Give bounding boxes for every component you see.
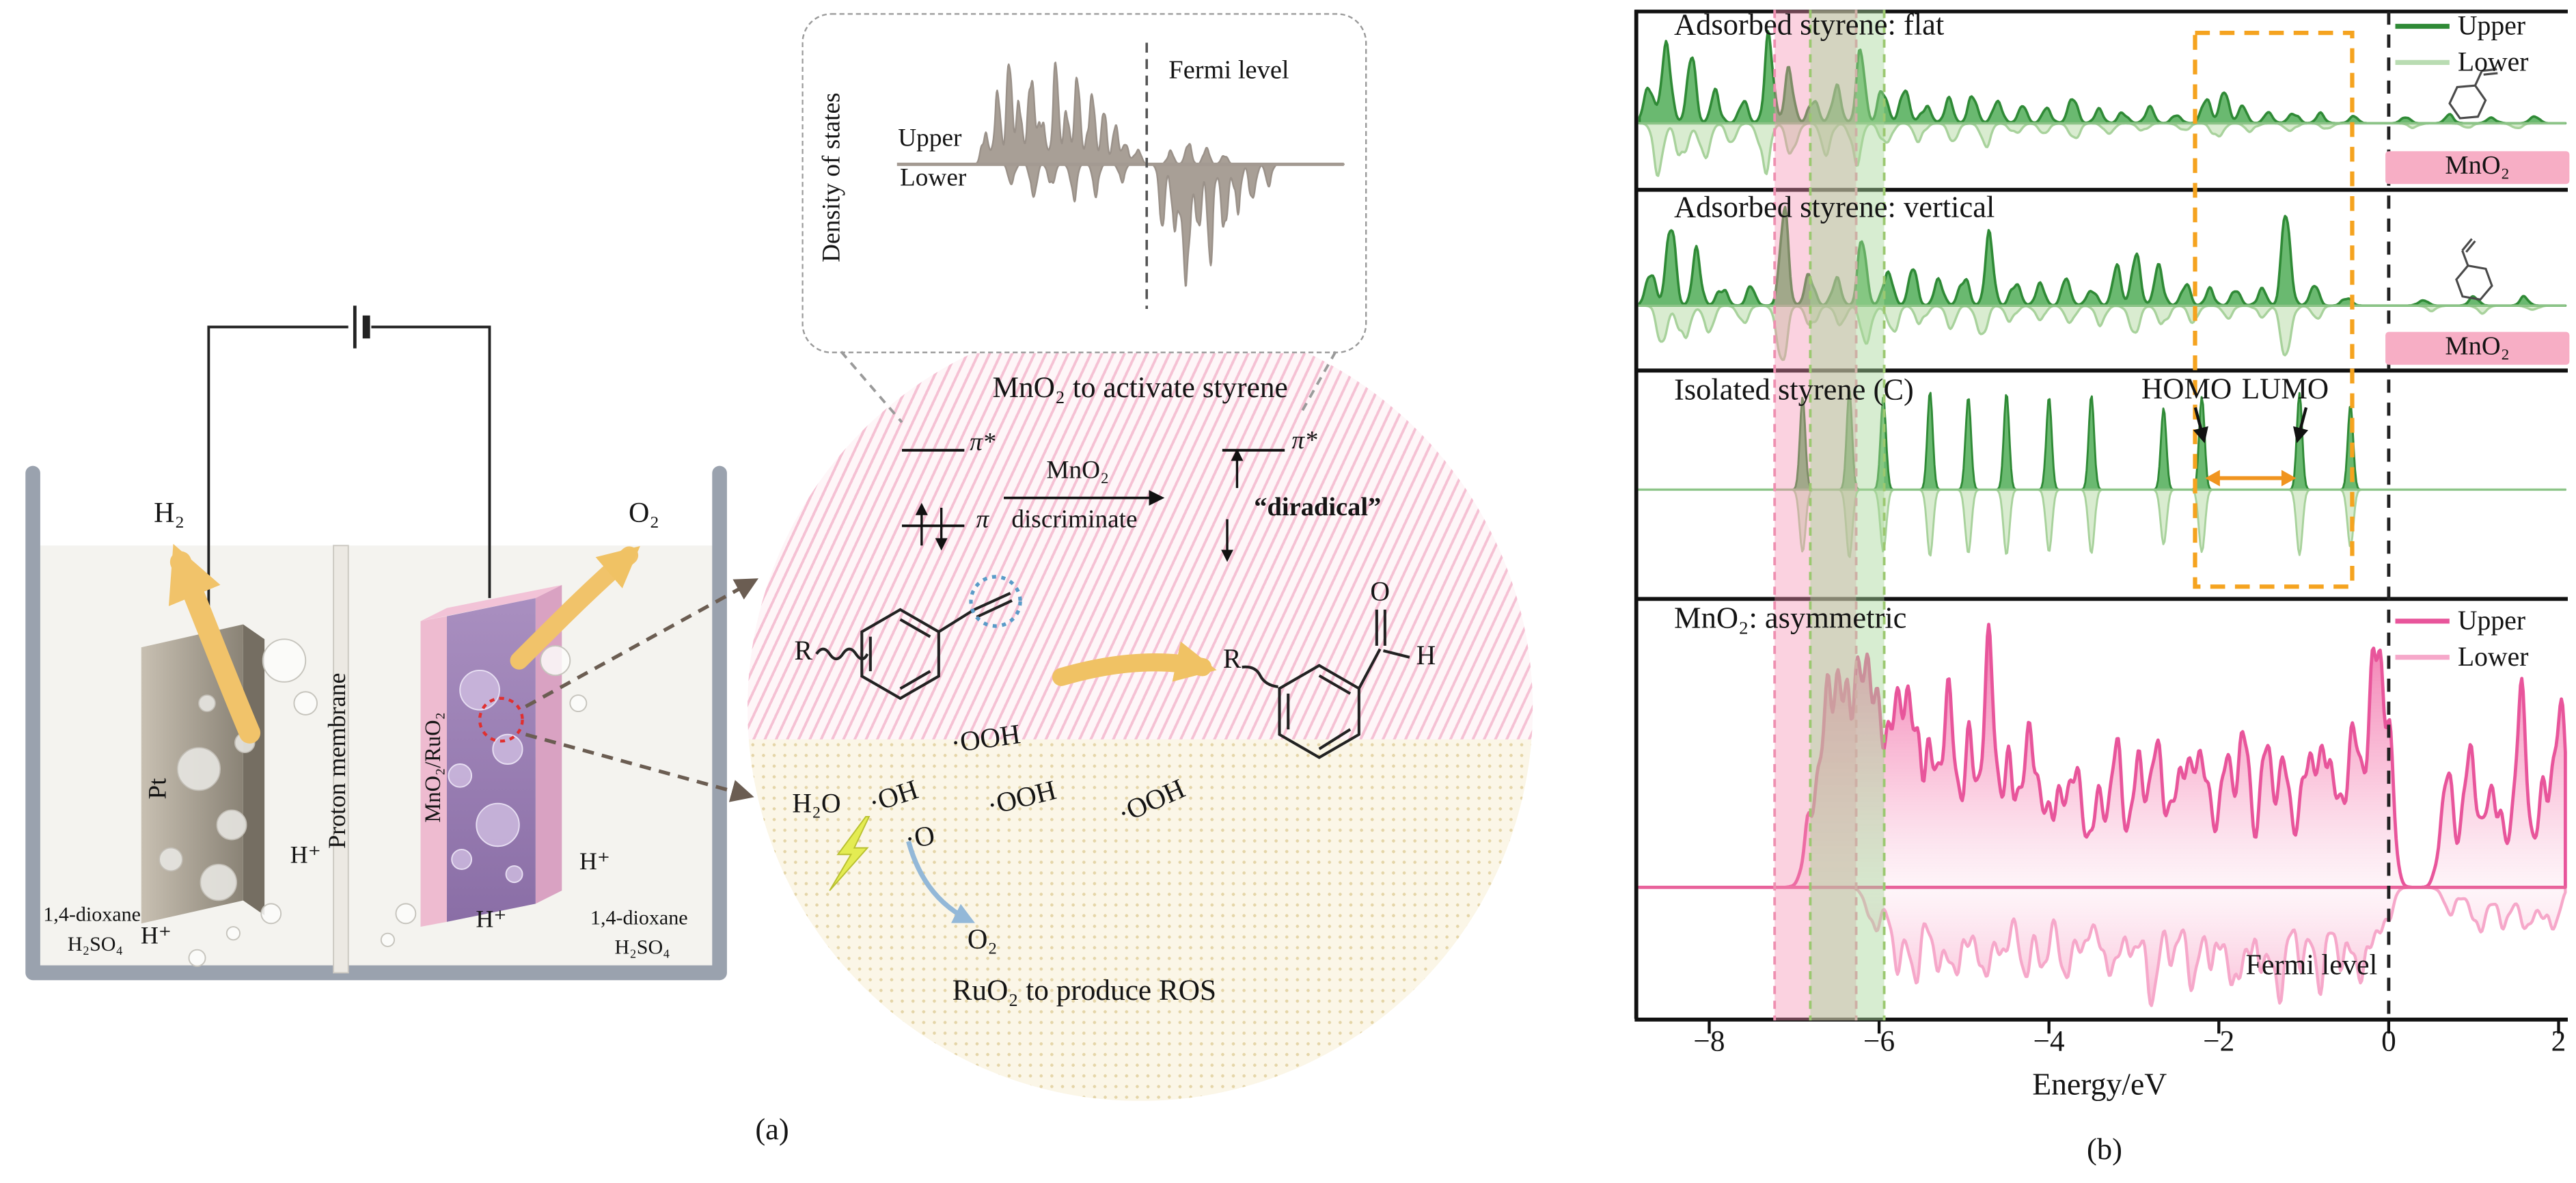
proton-membrane-strip	[333, 545, 349, 974]
pi-star-left-label: π*	[970, 429, 996, 457]
homo-lumo-markers	[2193, 407, 2309, 487]
r-group-label: R	[794, 634, 812, 666]
x-tick-label: −2	[2203, 1024, 2235, 1058]
subplot-baselines	[1638, 122, 2566, 889]
o-radical-label: ·O	[903, 819, 937, 856]
solvent-label-left: 1,4-dioxane	[43, 903, 141, 926]
mno2-hatched-region	[747, 315, 1533, 740]
electrochemical-cell	[25, 305, 759, 981]
callout-arrow-upper	[525, 578, 759, 709]
solution-bubbles	[188, 638, 588, 967]
x-tick-label: −4	[2033, 1024, 2065, 1058]
x-tick-label: 2	[2551, 1024, 2566, 1058]
r-group-label: R	[1223, 642, 1242, 675]
acid-label-left: H₂SO₄	[67, 932, 124, 955]
styrene-flat-icon	[2448, 68, 2498, 120]
panel-b-label: (b)	[2087, 1134, 2122, 1167]
anode-label: MnO₂/RuO₂	[420, 712, 446, 823]
homo-label: HOMO	[2141, 372, 2232, 405]
dos-inset-box	[801, 13, 1367, 353]
hplus-label: H⁺	[140, 923, 172, 951]
solvent-label-right: 1,4-dioxane	[590, 906, 688, 929]
x-axis-ticks	[1708, 1020, 2560, 1034]
carbonyl-h-label: H	[1416, 640, 1436, 671]
plot-frame	[1634, 10, 2568, 1034]
adsorbed-flat-upper-spectrum	[1638, 29, 2567, 125]
mechanism-circle	[747, 315, 1533, 1101]
inset-fermi-label: Fermi level	[1168, 57, 1289, 85]
acid-label-right: H₂SO₄	[614, 936, 670, 959]
legend-swatches	[2395, 23, 2450, 660]
beaker-walls	[25, 465, 727, 981]
ruo2-dotted-region	[747, 739, 1533, 1101]
carbonyl-o-label: O	[1370, 575, 1390, 608]
diradical-label: “diradical”	[1254, 493, 1382, 522]
inset-dos-spectra	[899, 62, 1345, 287]
x-axis-label: Energy/eV	[2032, 1068, 2167, 1103]
mno2-slab-1	[2385, 151, 2570, 185]
subplot-title-mno2: MnO₂: asymmetric	[1674, 603, 1907, 636]
styrene-vertical-icon	[2455, 238, 2493, 301]
x-tick-label: −8	[1693, 1024, 1725, 1058]
reaction-yellow-arrow	[1052, 641, 1217, 686]
pi-label: π	[976, 506, 989, 534]
subplot-title-vertical: Adsorbed styrene: vertical	[1674, 192, 1995, 226]
h2o-label: H₂O	[792, 787, 841, 819]
lumo-label: LUMO	[2241, 372, 2329, 405]
adsorbed-flat-lower-spectrum	[1638, 122, 2567, 177]
styrene-structure	[815, 575, 1022, 701]
pt-label: Pt	[144, 778, 173, 800]
inset-dos-lower-spectrum	[899, 163, 1345, 287]
subplot-adsorbed-flat	[1638, 29, 2567, 177]
arrow-bottom-label: discriminate	[1011, 506, 1138, 534]
fermi-level-label: Fermi level	[2245, 947, 2378, 981]
ros-to-o2-arrow	[906, 841, 975, 923]
legend-lower-label: Lower	[2457, 640, 2529, 672]
membrane-label: Proton membrane	[325, 672, 352, 849]
circuit-wire	[207, 305, 491, 615]
electrolyte-liquid	[39, 545, 713, 966]
highlight-bands	[1773, 10, 1886, 1021]
mno2-slab-label-1: MnO₂	[2445, 152, 2510, 180]
o2-evolution-arrow	[510, 545, 640, 670]
benzaldehyde-structure	[1242, 610, 1410, 759]
dos-inset-plot	[840, 42, 1345, 424]
subplot-title-isolated: Isolated styrene (C)	[1674, 375, 1914, 408]
h2-label: H₂	[154, 495, 185, 529]
arrow-top-label: MnO₂	[1046, 457, 1110, 485]
mno2-slab-2	[2385, 331, 2570, 365]
x-tick-label: −6	[1863, 1024, 1895, 1058]
legend-lower-label: Lower	[2457, 46, 2529, 78]
o2-label: O₂	[628, 495, 660, 529]
mno2-slab-label-2: MnO₂	[2445, 333, 2510, 361]
inset-lower-label: Lower	[900, 164, 967, 192]
orbital-diagram	[901, 448, 1285, 562]
pi-star-right-label: π*	[1291, 426, 1317, 455]
inset-upper-label: Upper	[898, 124, 962, 153]
legend-upper-label: Upper	[2457, 10, 2526, 42]
mechanism-bottom-caption: RuO₂ to produce ROS	[952, 973, 1217, 1007]
homo-lumo-box	[2193, 30, 2355, 589]
x-tick-label: 0	[2381, 1024, 2396, 1058]
legend-upper-label: Upper	[2457, 604, 2526, 636]
lightning-bolt-icon	[829, 815, 871, 891]
hplus-label: H⁺	[290, 843, 321, 870]
vinyl-dotted-circle	[969, 575, 1022, 628]
bubbles	[448, 670, 523, 884]
o2-product-label: O₂	[967, 923, 998, 955]
h2-evolution-arrow	[168, 543, 261, 744]
bubbles	[159, 694, 256, 901]
panel-a-label: (a)	[755, 1114, 789, 1147]
active-site-dashed-circle	[478, 696, 524, 743]
hplus-label: H⁺	[476, 907, 507, 934]
mechanism-top-caption: MnO₂ to activate styrene	[992, 370, 1288, 404]
pt-electrode	[141, 624, 265, 924]
hplus-label: H⁺	[579, 849, 610, 876]
subplot-title-flat: Adsorbed styrene: flat	[1674, 10, 1945, 43]
inset-ylabel: Density of states	[818, 92, 846, 262]
